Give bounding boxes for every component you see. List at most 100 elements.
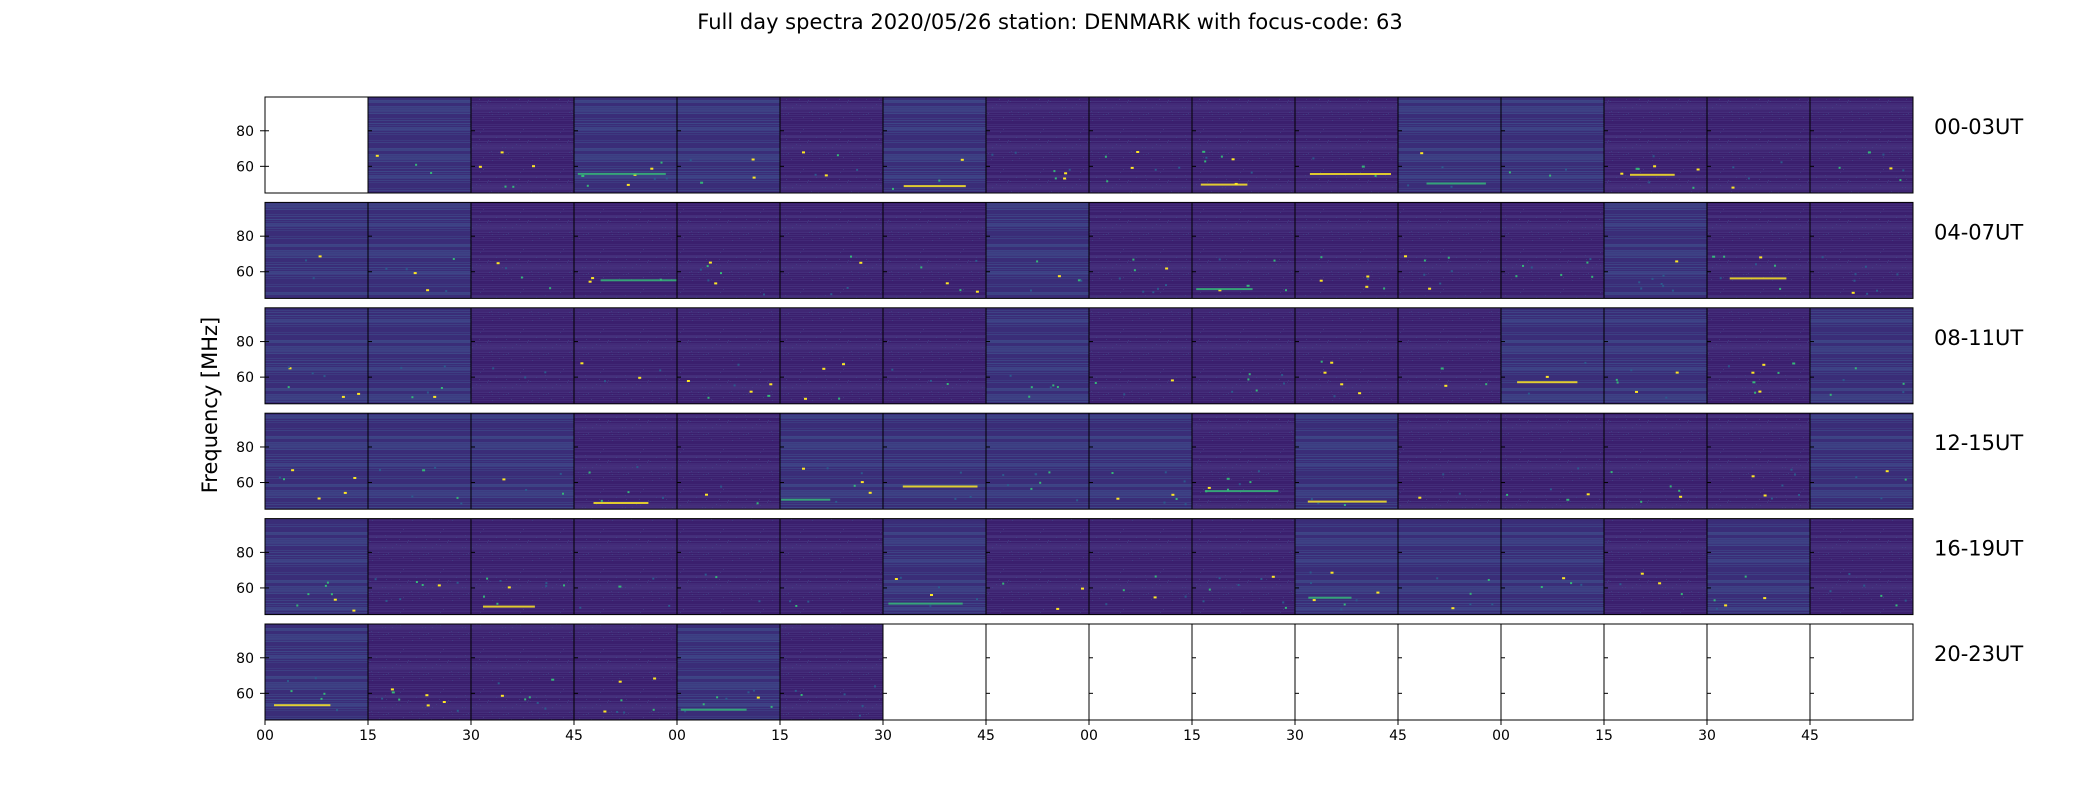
emission-feature [1163,501,1166,504]
spectrum-panel [574,413,677,510]
empty-panel [986,624,1089,720]
spectrum-panel [1501,202,1604,299]
emission-feature [1662,285,1665,288]
emission-feature [1154,575,1157,578]
emission-feature [1076,499,1079,502]
emission-feature [1610,471,1613,474]
emission-feature [326,581,329,584]
emission-feature [720,485,723,488]
spectrum-panel [1295,518,1398,615]
emission-feature [1030,386,1033,389]
y-tick-label: 60 [236,265,254,281]
emission-feature [1418,496,1422,499]
emission-feature [975,259,978,262]
emission-feature [1227,488,1229,491]
emission-feature [1885,470,1889,473]
emission-feature [1231,158,1235,161]
emission-feature [1030,487,1033,490]
spectrum-panel [1089,307,1192,404]
emission-feature [1309,571,1312,574]
emission-feature [1527,392,1530,395]
emission-feature [1447,256,1450,259]
spectrum-panel [1295,307,1398,404]
emission-feature [938,586,940,589]
spectrum-panel [574,307,677,404]
emission-feature [1028,395,1031,398]
emission-feature [850,255,852,258]
emission-feature [894,578,898,580]
spectrum-panel [368,413,471,510]
emission-feature [1763,597,1767,600]
emission-feature [1407,184,1410,187]
emission-feature [415,581,418,583]
emission-feature [1754,391,1757,394]
emission-feature [1374,174,1377,177]
row-frame [264,201,1914,299]
emission-feature [1713,599,1716,602]
spectrum-panel [1295,202,1398,299]
row-frame [264,307,1914,405]
emission-feature [1896,273,1899,276]
emission-feature [636,466,639,469]
emission-feature [804,397,807,400]
emission-feature [1204,160,1207,163]
emission-feature [381,697,384,700]
emission-band [1196,288,1253,291]
x-tick-label: 45 [1801,728,1819,744]
emission-feature [1423,273,1426,276]
emission-feature [496,602,499,605]
emission-feature [1880,594,1883,597]
spectrum-panel [883,202,986,299]
emission-band [577,172,666,175]
emission-feature [1343,504,1346,506]
emission-feature [954,497,957,500]
emission-feature [1248,373,1251,376]
emission-feature [1744,575,1747,578]
spectrum-panel [1501,413,1604,510]
row-label: 08-11UT [1934,326,2023,350]
emission-feature [1854,367,1857,370]
emission-feature [532,165,535,168]
spectrum-panel [1810,307,1913,404]
spectrum-panel [883,413,986,510]
emission-feature [1366,278,1369,280]
emission-feature [1794,473,1796,476]
emission-feature [1747,177,1750,180]
spectrum-panel [265,202,368,299]
emission-feature [1696,168,1700,171]
emission-feature [652,577,655,580]
emission-feature [1586,261,1589,264]
emission-feature [1142,290,1145,293]
emission-feature [1619,583,1622,586]
spectrum-panel [1810,97,1913,193]
emission-feature [1420,152,1424,155]
emission-band [1200,183,1248,186]
spectrum-panel [574,518,677,615]
spectrum-panel [574,97,677,193]
emission-feature [287,386,290,389]
row-label: 20-23UT [1934,642,2023,666]
emission-feature [1133,269,1136,272]
spectrum-panel [780,202,883,299]
x-tick-label: 00 [668,728,686,744]
emission-feature [353,477,357,479]
emission-feature [505,267,508,270]
emission-feature [398,698,401,701]
spectrum-panel [986,518,1089,615]
emission-feature [528,696,531,699]
emission-feature [1853,279,1856,282]
emission-feature [1208,588,1211,591]
emission-feature [1770,497,1773,500]
emission-feature [1792,362,1796,365]
emission-feature [1640,500,1643,503]
empty-panel [1089,624,1192,720]
spectrum-panel [677,97,780,193]
emission-feature [891,368,894,371]
emission-feature [769,383,773,386]
emission-feature [1250,171,1253,174]
emission-feature [1164,471,1167,474]
spectrum-panel [1707,307,1810,404]
emission-feature [807,600,810,603]
emission-feature [1450,270,1453,273]
spectrum-panel [780,624,883,720]
